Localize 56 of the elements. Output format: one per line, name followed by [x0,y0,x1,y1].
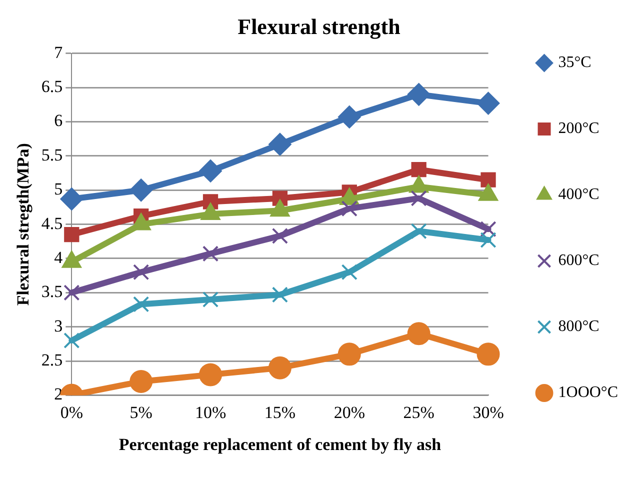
point [64,332,80,349]
y-tick-label: 7 [54,42,64,62]
y-tick-label: 4 [54,248,64,267]
point [410,190,427,206]
point [341,200,358,217]
point [272,228,288,244]
x-tick-label: 20% [334,402,365,422]
legend-label: 200°C [558,120,600,138]
x-tick-label: 0% [60,402,83,422]
point [199,159,222,182]
legend-label: 1OOO°C [558,384,618,402]
x-tick-label: 5% [130,402,152,422]
y-tick-label: 3 [54,316,63,336]
legend-label: 800°C [558,318,600,336]
point [480,221,496,238]
legend-label: 400°C [558,186,600,204]
point [480,232,496,248]
point [268,132,292,156]
point [341,264,358,280]
point [338,105,361,128]
y-tick-label: 4.5 [41,214,63,233]
point [410,223,427,240]
x-tick-label: 15% [264,402,296,422]
point [411,162,426,178]
chart-title: Flexural strength [238,14,400,39]
point [133,264,150,280]
point [407,322,430,346]
point [202,246,219,262]
point [133,296,150,312]
x-tick-label: 25% [403,402,434,422]
point [272,286,288,303]
point [64,226,80,242]
point [64,284,80,301]
point [407,82,430,106]
point [476,92,500,115]
point [130,178,153,202]
point [338,342,361,366]
point [199,363,222,386]
point [60,188,84,211]
point [202,291,219,308]
point [130,370,153,394]
point [268,356,292,380]
point [480,172,496,188]
y-tick-label: 3.5 [41,282,63,302]
y-tick-label: 6 [54,111,63,130]
y-tick-label: 2.5 [41,350,63,370]
y-tick-label: 5 [54,180,63,199]
x-axis-title: Percentage replacement of cement by fly ash [118,435,442,454]
y-axis-title: Flexural stregth(MPa) [14,143,33,306]
y-tick-label: 5.5 [41,145,63,164]
point [476,342,500,366]
x-tick-label: 30% [472,402,504,422]
legend-label: 35°C [558,54,592,72]
x-tick-label: 10% [194,402,226,422]
legend-label: 600°C [558,252,600,270]
y-tick-label: 6.5 [41,77,63,96]
